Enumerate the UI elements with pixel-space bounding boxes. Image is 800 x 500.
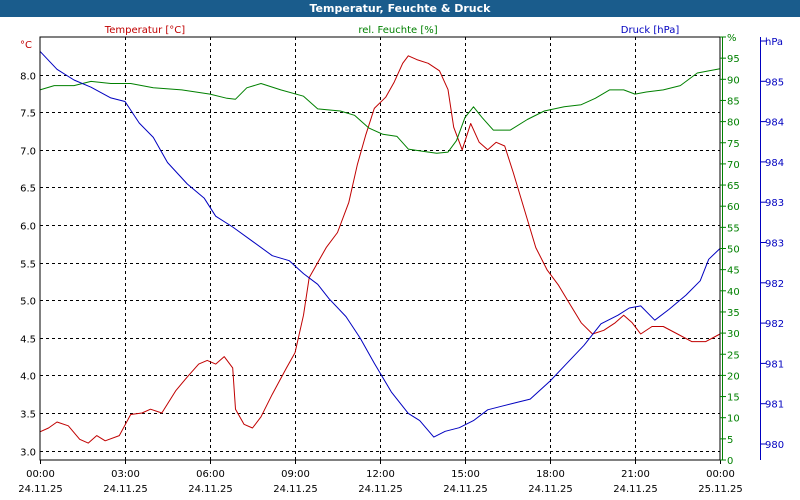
humidity-tick-label: 75 xyxy=(727,139,740,150)
humidity-tick-label: 95 xyxy=(727,54,740,65)
x-tick-label-time: 21:00 xyxy=(621,469,650,480)
temperature-tick-label: 7.5 xyxy=(20,109,36,120)
x-tick-label-time: 12:00 xyxy=(366,469,395,480)
humidity-tick-label: 50 xyxy=(727,245,740,256)
humidity-tick-label: 65 xyxy=(727,181,740,192)
pressure-tick-label: 984 xyxy=(765,158,784,169)
pressure-tick-label: 983 xyxy=(765,239,784,250)
legend-label-humidity: rel. Feuchte [%] xyxy=(358,25,437,36)
pressure-tick-label: 982 xyxy=(765,279,784,290)
x-tick-label-date: 24.11.25 xyxy=(188,484,233,495)
temperature-tick-label: 6.0 xyxy=(20,222,36,233)
humidity-tick-label: 40 xyxy=(727,287,740,298)
pressure-tick-label: hPa xyxy=(765,37,783,48)
chart-title: Temperatur, Feuchte & Druck xyxy=(0,0,800,17)
legend-label-pressure: Druck [hPa] xyxy=(621,25,680,36)
x-tick-label-date: 24.11.25 xyxy=(528,484,573,495)
x-tick-label-time: 18:00 xyxy=(536,469,565,480)
pressure-tick-label: 985 xyxy=(765,77,784,88)
series-line-humidity xyxy=(39,68,721,154)
x-tick-label-time: 00:00 xyxy=(26,469,55,480)
temperature-tick-label: 3.5 xyxy=(20,410,36,421)
x-tick-label-date: 24.11.25 xyxy=(443,484,488,495)
humidity-tick-label: 25 xyxy=(727,350,740,361)
legend-label-temperature: Temperatur [°C] xyxy=(104,25,185,36)
series-line-temperature xyxy=(39,55,721,444)
temperature-tick-label: 3.0 xyxy=(20,448,36,459)
humidity-tick-label: 10 xyxy=(727,414,740,425)
temperature-tick-label: 6.5 xyxy=(20,184,36,195)
temperature-tick-label: 4.0 xyxy=(20,372,36,383)
humidity-tick-label: 0 xyxy=(727,456,733,467)
pressure-tick-label: 981 xyxy=(765,400,784,411)
x-tick-label-time: 03:00 xyxy=(111,469,140,480)
humidity-tick-label: % xyxy=(727,33,737,44)
humidity-tick-label: 35 xyxy=(727,308,740,319)
x-tick-label-time: 15:00 xyxy=(451,469,480,480)
x-tick-label-date: 25.11.25 xyxy=(698,484,743,495)
x-tick-label-date: 24.11.25 xyxy=(18,484,63,495)
labels: 00:00 24.11.25 03:00 24.11.25 06:00 24.11.25 0… xyxy=(18,25,784,495)
x-tick-label-date: 24.11.25 xyxy=(103,484,148,495)
temperature-unit-label: °C xyxy=(20,40,32,51)
pressure-tick-label: 982 xyxy=(765,319,784,330)
humidity-tick-label: 5 xyxy=(727,435,733,446)
series-line-pressure xyxy=(39,50,721,438)
pressure-tick-label: 984 xyxy=(765,118,784,129)
humidity-tick-label: 55 xyxy=(727,223,740,234)
temperature-tick-label: 7.0 xyxy=(20,147,36,158)
temperature-tick-label: 8.0 xyxy=(20,72,36,83)
x-tick-label-date: 24.11.25 xyxy=(613,484,658,495)
axes xyxy=(39,36,766,464)
temperature-tick-label: 5.0 xyxy=(20,297,36,308)
temperature-tick-label: 4.5 xyxy=(20,335,36,346)
humidity-tick-label: 60 xyxy=(727,202,740,213)
humidity-tick-label: 85 xyxy=(727,96,740,107)
x-tick-label-date: 24.11.25 xyxy=(358,484,403,495)
humidity-tick-label: 15 xyxy=(727,393,740,404)
humidity-tick-label: 30 xyxy=(727,329,740,340)
humidity-tick-label: 70 xyxy=(727,160,740,171)
grid xyxy=(40,37,720,460)
x-tick-label-date: 24.11.25 xyxy=(273,484,318,495)
x-tick-label-time: 00:00 xyxy=(706,469,735,480)
temperature-tick-label: 5.5 xyxy=(20,260,36,271)
x-tick-label-time: 06:00 xyxy=(196,469,225,480)
pressure-tick-label: 980 xyxy=(765,440,784,451)
pressure-tick-label: 983 xyxy=(765,198,784,209)
humidity-tick-label: 90 xyxy=(727,75,740,86)
pressure-tick-label: 981 xyxy=(765,359,784,370)
series-layer xyxy=(39,50,721,444)
humidity-tick-label: 45 xyxy=(727,266,740,277)
humidity-tick-label: 80 xyxy=(727,118,740,129)
humidity-tick-label: 20 xyxy=(727,371,740,382)
x-tick-label-time: 09:00 xyxy=(281,469,310,480)
